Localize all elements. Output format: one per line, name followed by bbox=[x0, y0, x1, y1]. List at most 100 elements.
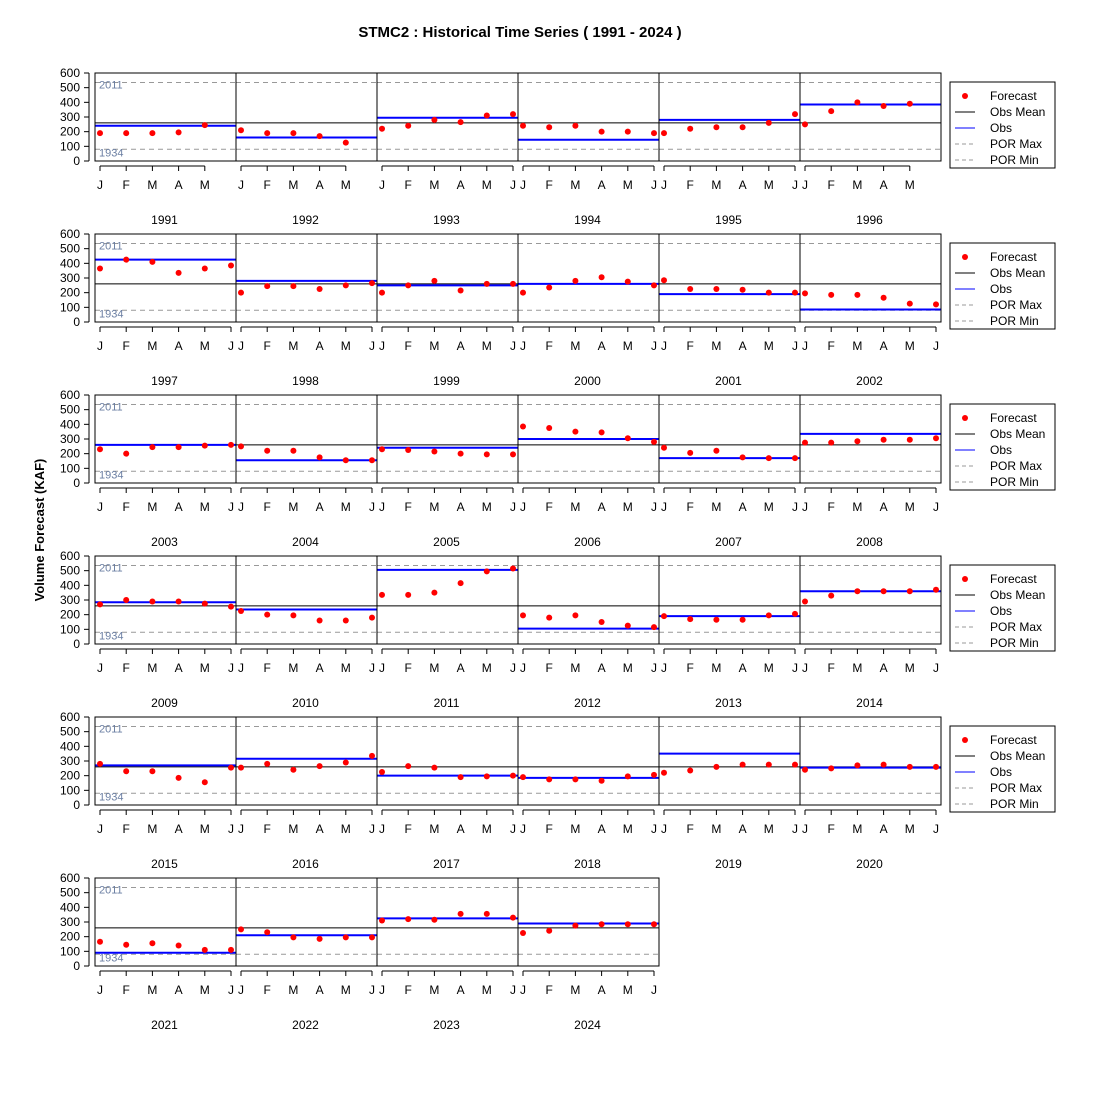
month-label: J bbox=[792, 339, 798, 353]
panel-frame bbox=[517, 233, 660, 323]
month-label: F bbox=[405, 661, 412, 675]
month-label: J bbox=[651, 500, 657, 514]
y-tick-label: 500 bbox=[60, 886, 80, 900]
por-max-label: 2011 bbox=[99, 724, 123, 736]
forecast-point bbox=[405, 282, 412, 289]
panel-2016: J F M A M J 2016 bbox=[235, 716, 378, 871]
panel-frame bbox=[376, 394, 519, 484]
month-label: J bbox=[802, 822, 808, 836]
month-label: M bbox=[570, 822, 580, 836]
legend-label: Forecast bbox=[990, 411, 1037, 425]
year-label: 2008 bbox=[856, 535, 883, 549]
forecast-point bbox=[228, 603, 234, 610]
month-label: F bbox=[405, 500, 412, 514]
month-label: M bbox=[623, 822, 633, 836]
month-label: M bbox=[852, 178, 862, 192]
forecast-point bbox=[661, 130, 667, 137]
forecast-point bbox=[598, 429, 605, 436]
panel-frame bbox=[658, 233, 801, 323]
month-label: M bbox=[288, 178, 298, 192]
forecast-point bbox=[431, 448, 438, 455]
year-label: 2004 bbox=[292, 535, 319, 549]
forecast-point bbox=[483, 568, 490, 575]
month-label: M bbox=[429, 983, 439, 997]
forecast-point bbox=[933, 586, 939, 593]
month-label: F bbox=[546, 339, 553, 353]
forecast-point bbox=[369, 280, 375, 287]
legend-label: POR Min bbox=[990, 475, 1039, 489]
year-label: 1997 bbox=[151, 374, 178, 388]
month-label: J bbox=[379, 822, 385, 836]
month-label: A bbox=[457, 339, 465, 353]
month-label: J bbox=[238, 822, 244, 836]
panel-1993: J F M A M J 1993 bbox=[376, 72, 519, 227]
forecast-point bbox=[201, 442, 208, 449]
forecast-point bbox=[510, 111, 516, 118]
month-label: F bbox=[264, 983, 271, 997]
year-label: 2003 bbox=[151, 535, 178, 549]
forecast-point bbox=[316, 133, 323, 140]
forecast-point bbox=[290, 447, 297, 454]
panel-1995: J F M A M J 1995 bbox=[658, 72, 801, 227]
forecast-point bbox=[510, 451, 516, 458]
y-tick-label: 400 bbox=[60, 739, 80, 753]
year-label: 2015 bbox=[151, 857, 178, 871]
legend-label: Obs bbox=[990, 604, 1012, 618]
panel-frame bbox=[376, 233, 519, 323]
year-label: 2006 bbox=[574, 535, 601, 549]
month-label: M bbox=[341, 822, 351, 836]
legend: Forecast Obs Mean Obs POR Max POR Min bbox=[949, 403, 1056, 491]
month-label: F bbox=[123, 500, 130, 514]
month-label: M bbox=[429, 822, 439, 836]
month-label: F bbox=[546, 500, 553, 514]
month-label: J bbox=[651, 339, 657, 353]
month-label: F bbox=[123, 178, 130, 192]
year-label: 1994 bbox=[574, 213, 601, 227]
forecast-point bbox=[520, 930, 526, 936]
forecast-point bbox=[598, 619, 605, 625]
year-label: 2022 bbox=[292, 1018, 319, 1032]
forecast-point bbox=[123, 768, 130, 775]
month-label: J bbox=[661, 822, 667, 836]
forecast-point bbox=[316, 617, 323, 624]
panel-frame bbox=[658, 716, 801, 806]
forecast-point bbox=[687, 767, 694, 774]
forecast-point bbox=[661, 613, 667, 620]
y-tick-label: 300 bbox=[60, 593, 80, 607]
month-label: J bbox=[510, 983, 516, 997]
forecast-point bbox=[713, 286, 720, 292]
panel-2007: J F M A M J 2007 bbox=[658, 394, 801, 549]
month-label: J bbox=[228, 983, 234, 997]
y-tick-label: 200 bbox=[60, 125, 80, 139]
forecast-point bbox=[572, 277, 579, 284]
y-tick-label: 300 bbox=[60, 271, 80, 285]
forecast-point bbox=[201, 946, 208, 953]
month-label: M bbox=[570, 339, 580, 353]
y-tick-label: 200 bbox=[60, 608, 80, 622]
forecast-point bbox=[405, 591, 412, 598]
forecast-point bbox=[880, 103, 887, 109]
forecast-point bbox=[713, 616, 720, 623]
month-label: J bbox=[238, 983, 244, 997]
forecast-point bbox=[175, 444, 182, 451]
forecast-point bbox=[510, 280, 516, 287]
month-label: A bbox=[175, 500, 183, 514]
month-label: M bbox=[482, 500, 492, 514]
forecast-point bbox=[739, 454, 746, 461]
forecast-point bbox=[802, 290, 808, 297]
month-label: M bbox=[288, 500, 298, 514]
month-label: J bbox=[379, 983, 385, 997]
year-label: 1996 bbox=[856, 213, 883, 227]
month-label: M bbox=[288, 339, 298, 353]
panel-frame bbox=[235, 72, 378, 162]
forecast-point bbox=[97, 446, 103, 453]
month-label: J bbox=[792, 822, 798, 836]
forecast-point bbox=[906, 588, 913, 595]
forecast-point bbox=[123, 597, 130, 603]
forecast-point bbox=[792, 761, 798, 768]
month-label: A bbox=[880, 178, 888, 192]
forecast-point bbox=[369, 457, 375, 464]
month-label: F bbox=[264, 661, 271, 675]
month-label: J bbox=[651, 178, 657, 192]
month-label: A bbox=[316, 822, 324, 836]
